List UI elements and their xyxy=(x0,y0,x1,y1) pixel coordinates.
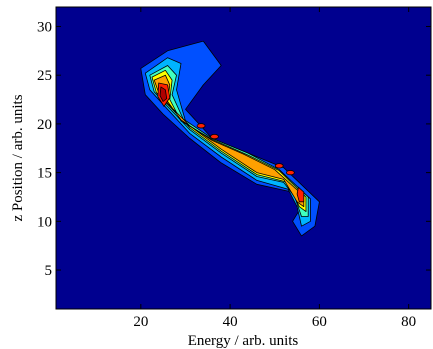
contour-level-6-region-6 xyxy=(296,186,305,203)
y-tick-label-10: 10 xyxy=(37,214,52,230)
x-tick-label-40: 40 xyxy=(223,314,238,330)
y-tick-label-15: 15 xyxy=(37,166,52,182)
contour-level-3-region-2 xyxy=(149,65,309,217)
x-axis-ticks: 20 40 60 80 xyxy=(133,7,416,330)
contour-island-3 xyxy=(285,170,295,176)
x-tick-label-20: 20 xyxy=(133,314,148,330)
contour-level-7-region-7 xyxy=(159,86,168,102)
y-tick-label-20: 20 xyxy=(37,117,52,133)
x-tick-label-80: 80 xyxy=(401,314,416,330)
y-tick-label-30: 30 xyxy=(37,19,52,35)
x-tick-label-60: 60 xyxy=(312,314,327,330)
y-axis-label: z Position / arb. units xyxy=(10,94,26,221)
y-axis-ticks: 5 10 15 20 25 30 xyxy=(37,19,431,279)
contour-island-1 xyxy=(210,133,219,140)
x-axis-label: Energy / arb. units xyxy=(188,333,299,349)
y-tick-label-5: 5 xyxy=(45,263,53,279)
y-tick-label-25: 25 xyxy=(37,68,52,84)
plot-frame xyxy=(55,6,432,310)
contour-layer xyxy=(140,40,320,237)
contour-island-2 xyxy=(274,163,284,169)
contour-island-0 xyxy=(196,123,206,129)
contour-level-4-region-3 xyxy=(151,69,307,213)
contour-level-1-region-0 xyxy=(140,40,320,237)
